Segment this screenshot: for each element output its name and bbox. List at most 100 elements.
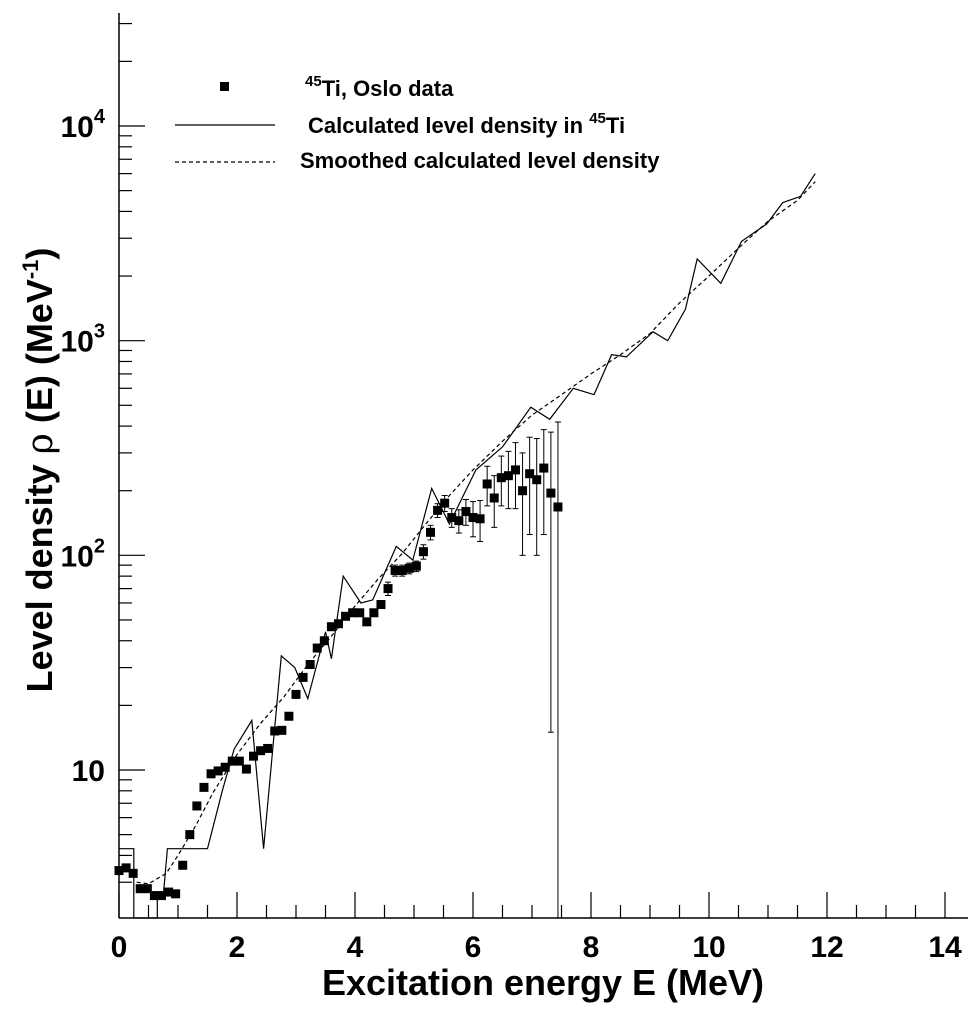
y-axis-title-sup: -1 bbox=[18, 260, 43, 280]
data-point bbox=[426, 527, 436, 537]
data-point bbox=[305, 660, 315, 670]
y-ticks bbox=[119, 22, 145, 883]
data-point bbox=[227, 756, 237, 766]
data-point bbox=[319, 636, 329, 646]
data-point bbox=[440, 498, 450, 508]
data-point bbox=[454, 516, 464, 526]
data-point bbox=[291, 689, 301, 699]
data-point bbox=[192, 801, 202, 811]
x-tick-label: 2 bbox=[229, 931, 246, 964]
data-point bbox=[369, 608, 379, 618]
legend-calculated-text: Ti bbox=[606, 113, 625, 138]
x-axis-title: Excitation energy E (MeV) bbox=[322, 962, 764, 1003]
legend: 45Ti, Oslo data Calculated level density… bbox=[175, 73, 660, 173]
data-point bbox=[496, 473, 506, 483]
calculated-level-density-line bbox=[119, 173, 816, 919]
y-tick-label: 103 bbox=[61, 321, 106, 359]
y-axis-title: Level density ρ (E) (MeV-1) bbox=[18, 248, 61, 693]
y-tick-exponent: 2 bbox=[94, 535, 105, 557]
y-tick-exponent: 3 bbox=[94, 321, 105, 343]
oslo-data-markers bbox=[114, 463, 563, 901]
data-point bbox=[532, 475, 542, 485]
legend-marker-symbol bbox=[220, 82, 229, 91]
data-point bbox=[539, 463, 549, 473]
legend-label-smoothed: Smoothed calculated level density bbox=[300, 148, 660, 173]
data-point bbox=[376, 600, 386, 610]
data-point bbox=[213, 766, 223, 776]
x-ticks bbox=[118, 892, 946, 918]
data-point bbox=[277, 725, 287, 735]
data-point bbox=[121, 863, 131, 873]
data-point bbox=[475, 514, 485, 524]
data-point bbox=[383, 584, 393, 594]
oslo-data-error-bars bbox=[385, 421, 561, 918]
data-point bbox=[333, 619, 343, 629]
data-point bbox=[525, 469, 535, 479]
data-point bbox=[156, 891, 166, 901]
data-point bbox=[355, 608, 365, 618]
data-point bbox=[234, 756, 244, 766]
data-point bbox=[149, 891, 159, 901]
y-axis-title-part1: Level density bbox=[19, 454, 60, 692]
data-point bbox=[326, 622, 336, 632]
data-point bbox=[482, 479, 492, 489]
data-point bbox=[171, 889, 181, 899]
legend-calculated-pre: Calculated level density in bbox=[308, 113, 589, 138]
y-axis-title-rho: ρ bbox=[20, 433, 61, 454]
plot-area bbox=[114, 173, 816, 919]
data-point bbox=[199, 782, 209, 792]
data-point bbox=[241, 764, 251, 774]
x-tick-label: 6 bbox=[465, 931, 482, 964]
x-tick-label: 14 bbox=[928, 931, 962, 964]
data-point bbox=[249, 751, 259, 761]
y-tick-base: 10 bbox=[61, 540, 94, 573]
data-point bbox=[164, 887, 174, 897]
x-tick-labels: 0 2 4 6 8 10 12 14 bbox=[111, 931, 962, 964]
data-point bbox=[404, 563, 414, 573]
x-tick-label: 0 bbox=[111, 931, 128, 964]
data-point bbox=[362, 617, 372, 627]
data-point bbox=[348, 608, 358, 618]
data-point bbox=[546, 488, 556, 498]
legend-oslo-text: Ti, Oslo data bbox=[322, 76, 454, 101]
legend-smoothed-pre: Smoothed calculated level density bbox=[300, 148, 660, 173]
data-point bbox=[256, 746, 266, 756]
y-tick-exponent: 4 bbox=[94, 106, 106, 128]
data-point bbox=[411, 561, 421, 571]
data-point bbox=[397, 565, 407, 575]
legend-calculated-sup: 45 bbox=[589, 110, 606, 127]
y-tick-label: 104 bbox=[61, 106, 106, 144]
data-point bbox=[390, 565, 400, 575]
data-point bbox=[270, 726, 280, 736]
data-point bbox=[461, 507, 471, 517]
data-point bbox=[418, 547, 428, 557]
y-tick-label: 10 bbox=[72, 755, 105, 788]
y-tick-base: 10 bbox=[72, 755, 105, 788]
legend-oslo-sup: 45 bbox=[305, 73, 322, 90]
data-point bbox=[298, 672, 308, 682]
x-tick-label: 12 bbox=[810, 931, 843, 964]
data-point bbox=[135, 884, 145, 894]
data-point bbox=[553, 502, 563, 512]
data-point bbox=[468, 513, 478, 523]
data-point bbox=[518, 486, 528, 496]
data-point bbox=[510, 465, 520, 475]
data-point bbox=[447, 513, 457, 523]
data-point bbox=[263, 743, 273, 753]
x-tick-label: 4 bbox=[347, 931, 364, 964]
legend-label-oslo: 45Ti, Oslo data bbox=[305, 73, 454, 101]
smoothed-level-density-line bbox=[136, 181, 816, 885]
data-point bbox=[206, 769, 216, 779]
data-point bbox=[284, 711, 294, 721]
y-tick-base: 10 bbox=[61, 111, 94, 144]
data-point bbox=[128, 868, 138, 878]
data-point bbox=[503, 471, 513, 481]
y-axis-title-part3: ) bbox=[19, 248, 60, 260]
data-point bbox=[185, 830, 195, 840]
data-point bbox=[220, 762, 230, 772]
data-point bbox=[433, 505, 443, 515]
data-point bbox=[489, 493, 499, 503]
y-axis-title-part2: (E) (MeV bbox=[19, 279, 60, 433]
y-tick-label: 102 bbox=[61, 535, 106, 573]
